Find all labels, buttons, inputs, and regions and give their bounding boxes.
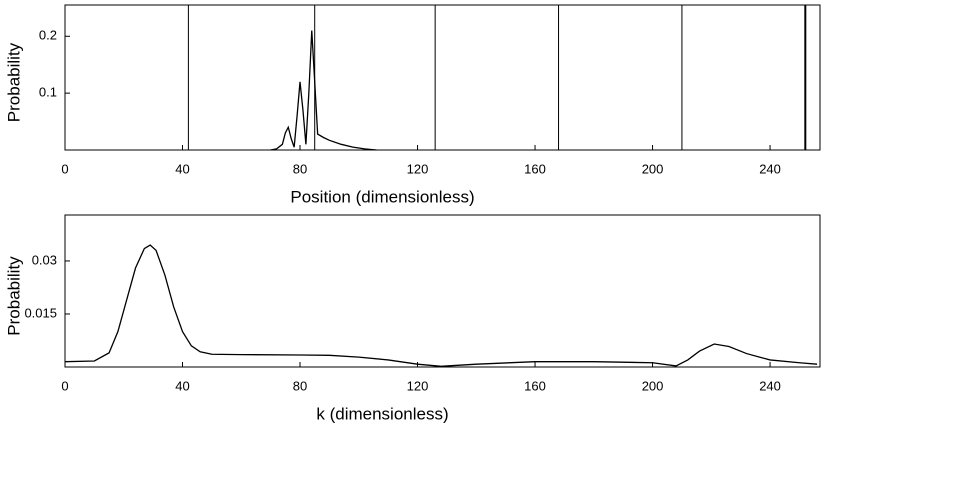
x-tick-label: 200 <box>642 161 664 176</box>
data-line <box>64 244 818 367</box>
y-tick-label: 0.015 <box>24 305 57 320</box>
plot-frame <box>64 4 821 151</box>
y-tick-label: 0.1 <box>39 85 57 100</box>
x-tick-label: 160 <box>524 378 546 393</box>
y-axis-label: Probability <box>4 42 23 122</box>
x-tick-label: 0 <box>61 378 68 393</box>
y-axis-label: Probability <box>4 256 23 336</box>
x-tick-label: 80 <box>293 378 307 393</box>
x-tick-label: 200 <box>642 378 664 393</box>
x-tick-label: 160 <box>524 161 546 176</box>
x-tick-label: 0 <box>61 161 68 176</box>
x-axis-label: k (dimensionless) <box>316 404 448 423</box>
x-tick-label: 240 <box>759 378 781 393</box>
x-axis-label: Position (dimensionless) <box>290 187 474 206</box>
x-tick-label: 40 <box>175 161 189 176</box>
x-tick-label: 240 <box>759 161 781 176</box>
x-tick-label: 120 <box>407 161 429 176</box>
x-tick-label: 40 <box>175 378 189 393</box>
data-line <box>270 30 377 151</box>
y-tick-label: 0.03 <box>32 252 57 267</box>
x-tick-label: 120 <box>407 378 429 393</box>
plot-frame <box>64 214 821 368</box>
y-tick-label: 0.2 <box>39 28 57 43</box>
x-tick-label: 80 <box>293 161 307 176</box>
